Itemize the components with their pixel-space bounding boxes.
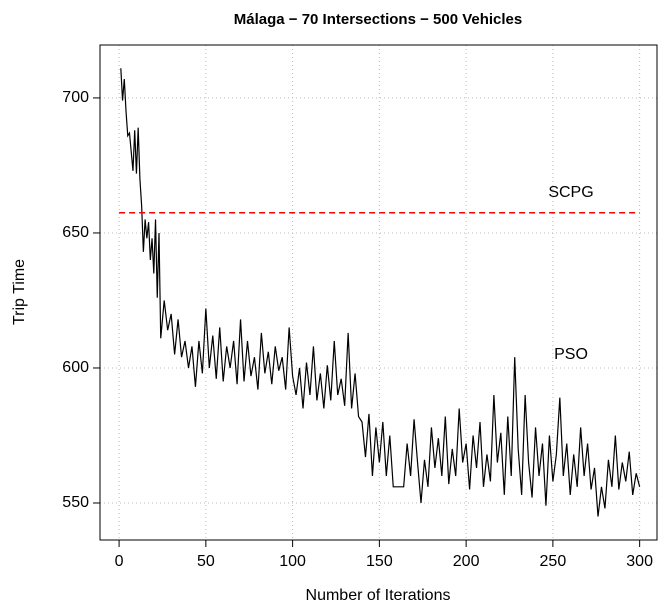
x-tick-label: 50 <box>197 553 215 570</box>
x-tick-label: 150 <box>366 553 393 570</box>
x-tick-label: 300 <box>626 553 653 570</box>
x-axis-label: Number of Iterations <box>306 587 451 604</box>
x-tick-label: 100 <box>279 553 306 570</box>
x-tick-label: 250 <box>540 553 567 570</box>
chart-title: Málaga − 70 Intersections − 500 Vehicles <box>234 11 523 28</box>
y-tick-label: 700 <box>62 89 89 106</box>
series-label: SCPG <box>548 184 593 201</box>
y-tick-label: 650 <box>62 224 89 241</box>
plot-frame <box>99 44 658 541</box>
series-label: PSO <box>554 346 588 363</box>
y-tick-label: 600 <box>62 359 89 376</box>
line <box>120 68 641 517</box>
x-tick-label: 200 <box>453 553 480 570</box>
x-tick-label: 0 <box>115 553 124 570</box>
y-axis-label: Trip Time <box>11 259 28 325</box>
y-tick-label: 550 <box>62 494 89 511</box>
